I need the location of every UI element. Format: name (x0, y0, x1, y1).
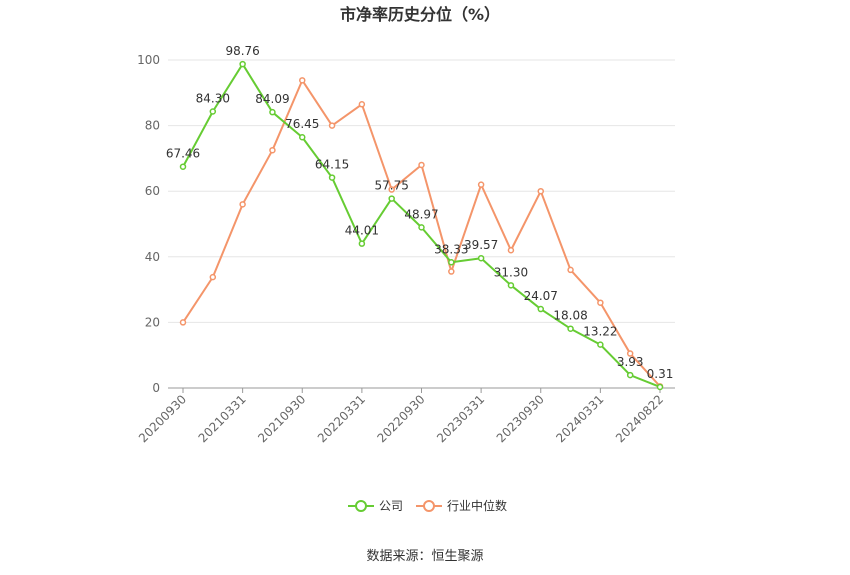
data-label: 64.15 (315, 158, 349, 172)
y-tick-label: 40 (145, 250, 160, 264)
x-tick-label: 20220930 (375, 392, 428, 445)
legend-label: 公司 (379, 499, 403, 513)
data-point-1 (269, 146, 276, 154)
data-point-1 (388, 186, 395, 193)
x-tick-label: 20240331 (553, 392, 606, 445)
data-point-1 (626, 350, 634, 357)
data-point-1 (239, 201, 246, 208)
data-point-1 (209, 273, 217, 281)
data-point-1 (537, 187, 544, 195)
data-label: 31.30 (494, 265, 528, 279)
y-tick-label: 0 (152, 381, 160, 395)
x-tick-label: 20230930 (494, 392, 547, 445)
x-tick-label: 20220331 (315, 392, 368, 445)
legend-item-0[interactable]: 公司 (348, 499, 403, 513)
data-label: 13.22 (583, 325, 617, 339)
data-point-1 (328, 122, 336, 129)
x-tick-label: 20210930 (255, 392, 308, 445)
y-tick-label: 80 (145, 119, 160, 133)
data-label: 0.31 (647, 367, 674, 381)
data-point-0 (328, 174, 336, 181)
data-point-1 (299, 77, 306, 84)
data-point-0 (448, 259, 455, 266)
data-label: 76.45 (285, 117, 319, 131)
y-tick-label: 20 (145, 315, 160, 329)
data-point-0 (269, 108, 276, 116)
series-line-1 (182, 79, 661, 388)
legend-label: 行业中位数 (447, 498, 507, 513)
y-tick-label: 100 (137, 53, 160, 67)
data-point-0 (358, 240, 366, 247)
data-point-0 (507, 282, 515, 289)
data-label: 98.76 (225, 44, 259, 58)
data-label: 67.46 (166, 147, 200, 161)
x-tick-label: 20200930 (136, 392, 189, 445)
data-labels: 67.46 84.30 98.76 84.09 76.45 64.15 44.01 57.75… (166, 44, 674, 381)
data-point-0 (418, 224, 425, 231)
data-point-1 (597, 299, 604, 306)
chart-title: 市净率历史分位（%） (340, 5, 500, 24)
data-point-1 (179, 319, 187, 326)
legend-item-1[interactable]: 行业中位数 (416, 498, 507, 513)
legend[interactable]: 公司 行业中位数 (348, 498, 507, 513)
data-point-0 (656, 383, 664, 391)
grid-lines (168, 59, 675, 323)
legend-marker (423, 500, 435, 512)
legend-marker (355, 500, 367, 512)
data-label: 57.75 (375, 179, 409, 193)
data-point-1 (477, 181, 485, 188)
data-point-1 (567, 266, 574, 274)
data-point-0 (597, 341, 604, 348)
data-label: 38.33 (434, 242, 468, 256)
y-tick-label: 60 (145, 184, 160, 198)
data-label: 24.07 (524, 289, 558, 303)
source-note: 数据来源：恒生聚源 (366, 549, 483, 564)
data-label: 84.30 (196, 91, 230, 105)
data-point-1 (418, 161, 425, 169)
data-point-0 (239, 60, 246, 68)
data-label: 39.57 (464, 238, 498, 252)
data-point-1 (358, 101, 366, 108)
data-point-0 (537, 305, 544, 313)
data-label: 3.93 (617, 355, 644, 369)
data-label: 44.01 (345, 224, 379, 238)
data-point-0 (477, 254, 485, 262)
data-point-0 (567, 325, 574, 332)
data-point-1 (448, 268, 455, 275)
data-point-0 (626, 371, 634, 379)
data-point-0 (299, 133, 306, 141)
data-point-1 (507, 246, 515, 254)
x-tick-label: 20230331 (434, 392, 487, 445)
data-label: 48.97 (404, 207, 438, 221)
data-point-0 (388, 195, 395, 202)
y-axis-ticks: 0 20 40 60 80 100 (137, 53, 160, 395)
data-point-0 (179, 163, 187, 170)
series-lines (179, 60, 664, 391)
data-label: 84.09 (255, 92, 289, 106)
x-tick-label: 20210331 (196, 392, 249, 445)
data-label: 18.08 (553, 309, 587, 323)
x-tick-label: 20240822 (613, 392, 666, 445)
data-point-0 (209, 108, 217, 115)
x-axis: 20200930 20210331 20210930 20220331 20220930… (136, 387, 675, 445)
